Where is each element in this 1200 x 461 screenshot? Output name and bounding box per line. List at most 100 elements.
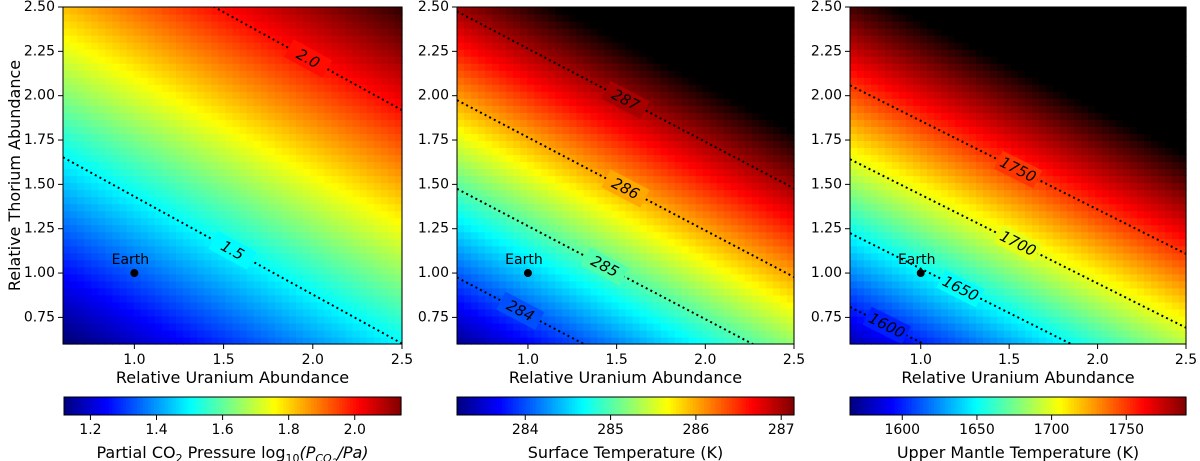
heatmap-cell (660, 49, 669, 57)
heatmap-cell (730, 280, 739, 289)
heatmap-cell (126, 42, 135, 50)
heatmap-cell (499, 189, 507, 198)
heatmap-cell (303, 84, 311, 92)
colorbar-segment (631, 397, 635, 415)
heatmap-cell (317, 322, 325, 331)
heatmap-cell (646, 56, 655, 64)
heatmap-cell (569, 70, 577, 78)
heatmap-cell (534, 126, 542, 134)
heatmap-cell (646, 119, 655, 127)
heatmap-cell (597, 105, 606, 113)
heatmap-cell (267, 28, 276, 36)
heatmap-cell (324, 196, 332, 205)
heatmap-cell (513, 273, 521, 282)
heatmap-cell (324, 105, 332, 113)
heatmap-cell (98, 210, 106, 219)
heatmap-cell (211, 161, 219, 170)
heatmap-cell (611, 329, 620, 338)
heatmap-cell (850, 203, 858, 212)
heatmap-cell (499, 49, 507, 57)
heatmap-cell (211, 266, 219, 275)
heatmap-cell (225, 168, 234, 177)
heatmap-cell (197, 147, 205, 156)
heatmap-cell (772, 112, 781, 120)
heatmap-cell (681, 189, 690, 198)
heatmap-cell (709, 259, 718, 268)
heatmap-cell (681, 294, 690, 303)
colorbar-segment (153, 397, 158, 415)
heatmap-cell (471, 77, 479, 85)
heatmap-cell (133, 140, 142, 149)
heatmap-cell (232, 301, 241, 310)
heatmap-cell (359, 175, 368, 184)
heatmap-cell (513, 84, 521, 92)
heatmap-cell (702, 252, 711, 261)
heatmap-cell (681, 210, 690, 219)
heatmap-cell (590, 231, 599, 240)
heatmap-cell (632, 42, 641, 50)
heatmap-cell (303, 35, 311, 43)
heatmap-cell (723, 315, 732, 324)
heatmap-cell (63, 84, 71, 92)
colorbar-segment (712, 397, 716, 415)
heatmap-cell (730, 315, 739, 324)
heatmap-cell (709, 196, 718, 205)
heatmap-cell (485, 98, 493, 106)
heatmap-cell (246, 112, 255, 120)
y-tick-label: 2.00 (24, 88, 55, 104)
heatmap-cell (660, 252, 669, 261)
heatmap-cell (562, 196, 570, 205)
heatmap-cell (373, 49, 382, 57)
heatmap-cell (260, 175, 269, 184)
heatmap-cell (77, 203, 85, 212)
heatmap-cell (197, 7, 205, 15)
heatmap-cell (485, 105, 493, 113)
heatmap-cell (639, 280, 648, 289)
heatmap-cell (253, 245, 262, 254)
heatmap-cell (260, 63, 269, 71)
heatmap-cell (723, 294, 732, 303)
heatmap-cell (303, 154, 311, 163)
heatmap-cell (695, 154, 704, 163)
heatmap-cell (197, 252, 205, 261)
heatmap-cell (772, 77, 781, 85)
heatmap-cell (225, 133, 234, 141)
heatmap-cell (77, 336, 85, 345)
heatmap-cell (112, 252, 121, 261)
heatmap-cell (211, 168, 219, 177)
heatmap-cell (126, 266, 135, 275)
heatmap-cell (225, 91, 234, 99)
heatmap-cell (688, 287, 697, 296)
heatmap-cell (499, 154, 507, 163)
heatmap-cell (758, 35, 767, 43)
heatmap-cell (660, 63, 669, 71)
heatmap-cell (709, 126, 718, 134)
heatmap-cell (225, 147, 234, 156)
colorbar-segment (165, 397, 169, 415)
heatmap-cell (91, 63, 99, 71)
heatmap-cell (296, 63, 304, 71)
heatmap-cell (492, 133, 500, 141)
heatmap-cell (541, 329, 549, 338)
heatmap-cell (232, 322, 241, 331)
heatmap-cell (183, 245, 191, 254)
heatmap-cell (779, 119, 788, 127)
heatmap-cell (583, 245, 591, 254)
heatmap-cell (112, 140, 121, 149)
heatmap-cell (274, 217, 283, 226)
heatmap-cell (218, 70, 227, 78)
heatmap-cell (161, 259, 170, 268)
heatmap-cell (239, 273, 248, 282)
heatmap-cell (246, 287, 255, 296)
heatmap-cell (303, 182, 311, 191)
heatmap-cell (218, 196, 227, 205)
heatmap-cell (190, 126, 198, 134)
heatmap-cell (253, 273, 262, 282)
heatmap-cell (84, 336, 92, 345)
heatmap-cell (366, 224, 375, 233)
heatmap-cell (513, 203, 521, 212)
heatmap-cell (674, 126, 683, 134)
heatmap-cell (77, 7, 85, 15)
heatmap-cell (197, 14, 205, 22)
heatmap-cell (366, 161, 375, 170)
